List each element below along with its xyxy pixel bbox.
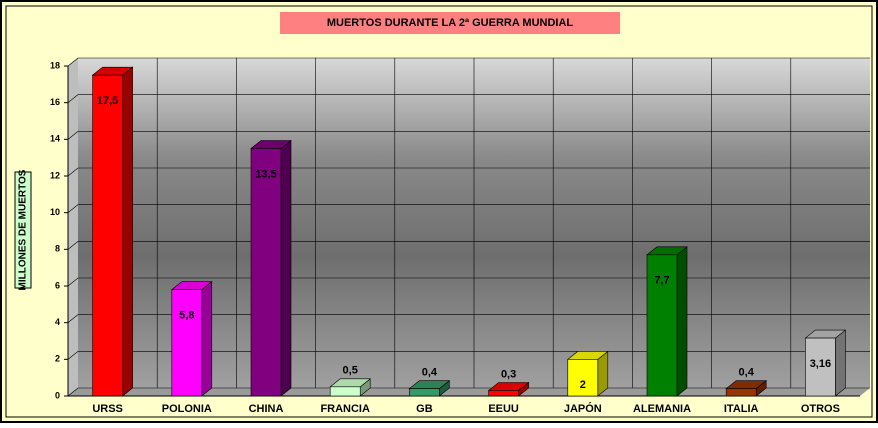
data-label: 2 (580, 379, 586, 391)
data-label: 0,5 (343, 365, 358, 377)
x-tick-label: URSS (92, 403, 123, 415)
side-wall (68, 58, 78, 396)
bar-side (281, 141, 291, 397)
data-label: 17,5 (97, 95, 118, 107)
x-tick-label: ALEMANIA (633, 403, 691, 415)
data-label: 13,5 (255, 168, 276, 180)
bar (489, 391, 519, 397)
bar-side (123, 67, 133, 396)
bar (726, 389, 756, 396)
y-axis-label: MILLONES DE MUERTOS (18, 169, 29, 290)
x-tick-label: EEUU (488, 403, 519, 415)
data-label: 0,4 (422, 367, 438, 379)
chart: MUERTOS DURANTE LA 2ª GUERRA MUNDIAL MIL… (0, 0, 878, 423)
bar-side (677, 247, 687, 396)
x-tick-label: JAPÓN (564, 402, 602, 415)
data-label: 0,4 (739, 367, 755, 379)
bar (172, 290, 202, 396)
bar (409, 389, 439, 396)
x-tick-label: FRANCIA (320, 403, 370, 415)
y-tick-label: 18 (50, 60, 60, 70)
y-tick-label: 8 (55, 244, 60, 254)
y-tick-label: 4 (55, 317, 60, 327)
data-label: 5,8 (179, 310, 194, 322)
y-tick-label: 12 (50, 170, 60, 180)
y-tick-label: 10 (50, 207, 60, 217)
y-tick-label: 0 (55, 390, 60, 400)
y-tick-label: 2 (55, 354, 60, 364)
x-tick-label: POLONIA (162, 403, 212, 415)
x-tick-label: CHINA (249, 403, 284, 415)
bar-side (202, 282, 212, 396)
x-tick-label: GB (416, 403, 433, 415)
data-label: 3,16 (810, 358, 831, 370)
y-tick-label: 6 (55, 280, 60, 290)
chart-title: MUERTOS DURANTE LA 2ª GUERRA MUNDIAL (327, 17, 574, 29)
bar-side (835, 330, 845, 396)
x-tick-label: ITALIA (724, 403, 759, 415)
y-tick-label: 16 (50, 97, 60, 107)
x-tick-label: OTROS (801, 403, 840, 415)
y-tick-label: 14 (50, 134, 60, 144)
data-label: 0,3 (501, 368, 516, 380)
bar (93, 75, 123, 396)
data-label: 7,7 (654, 275, 669, 287)
bar (251, 149, 281, 397)
bar (330, 387, 360, 396)
